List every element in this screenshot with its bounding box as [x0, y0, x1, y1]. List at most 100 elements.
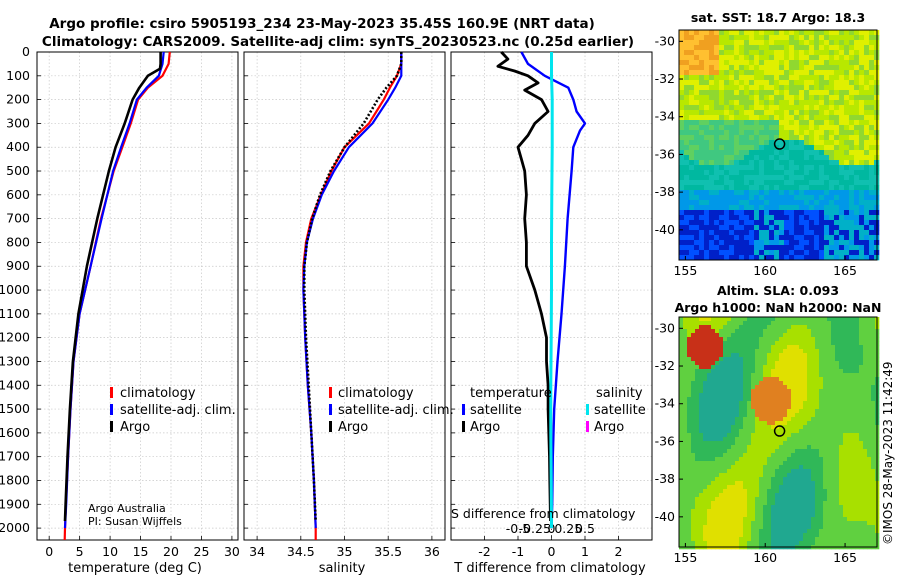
map-cell [727, 417, 732, 422]
map-cell [729, 105, 735, 111]
x-axis-label: salinity [319, 561, 366, 576]
map-cell [784, 100, 790, 106]
map-cell [794, 140, 800, 146]
map-cell [727, 405, 732, 410]
map-cell [827, 445, 832, 450]
map-cell [814, 165, 820, 171]
map-cell [689, 95, 695, 101]
map-cell [823, 521, 828, 526]
map-cell [807, 377, 812, 382]
map-cell [707, 397, 712, 402]
map-cell [747, 525, 752, 530]
map-cell [839, 533, 844, 538]
map-cell [703, 469, 708, 474]
map-cell [831, 453, 836, 458]
map-cell [783, 341, 788, 346]
map-cell [871, 389, 876, 394]
map-cell [794, 190, 800, 196]
map-cell [707, 513, 712, 518]
map-cell [727, 453, 732, 458]
map-cell [799, 349, 804, 354]
map-cell [831, 541, 836, 546]
map-cell [827, 369, 832, 374]
map-cell [815, 461, 820, 466]
map-cell [691, 501, 696, 506]
map-cell [764, 170, 770, 176]
map-cell [814, 160, 820, 166]
map-cell [843, 341, 848, 346]
map-cell [749, 110, 755, 116]
map-cell [871, 433, 876, 438]
map-cell [683, 385, 688, 390]
map-cell [684, 240, 690, 246]
legend-label-argo: Argo [120, 420, 150, 435]
map-cell [763, 333, 768, 338]
map-cell [779, 389, 784, 394]
map-cell [784, 240, 790, 246]
map-cell [823, 325, 828, 330]
map-cell [834, 155, 840, 161]
map-cell [824, 140, 830, 146]
map-cell [779, 200, 785, 206]
map-cell [827, 401, 832, 406]
depth-tick-label: 700 [6, 211, 30, 226]
map-cell [863, 357, 868, 362]
map-cell [847, 321, 852, 326]
map-cell [827, 441, 832, 446]
map-cell [731, 437, 736, 442]
map-cell [834, 170, 840, 176]
map-cell [755, 489, 760, 494]
map-cell [763, 481, 768, 486]
map-cell [751, 357, 756, 362]
map-cell [863, 529, 868, 534]
map-cell [739, 409, 744, 414]
map-cell [867, 453, 872, 458]
map-cell [815, 541, 820, 546]
map-cell [699, 449, 704, 454]
map-cell [859, 513, 864, 518]
map-cell [823, 489, 828, 494]
map-cell [783, 357, 788, 362]
map-cell [727, 441, 732, 446]
map-cell [827, 409, 832, 414]
map-cell [847, 389, 852, 394]
map-cell [847, 361, 852, 366]
map-cell [804, 215, 810, 221]
map-cell [869, 130, 875, 136]
map-cell [844, 200, 850, 206]
map-cell [731, 365, 736, 370]
map-cell [823, 337, 828, 342]
map-cell [751, 529, 756, 534]
map-cell [759, 35, 765, 41]
map-cell [795, 433, 800, 438]
map-cell [855, 541, 860, 546]
map-cell [854, 70, 860, 76]
map-cell [744, 70, 750, 76]
map-cell [735, 413, 740, 418]
map-cell [824, 230, 830, 236]
map-cell [819, 115, 825, 121]
map-cell [734, 180, 740, 186]
map-cell [749, 190, 755, 196]
map-cell [719, 441, 724, 446]
map-cell [704, 180, 710, 186]
map-cell [734, 115, 740, 121]
map-cell [747, 501, 752, 506]
map-cell [711, 417, 716, 422]
map-cell [859, 397, 864, 402]
map-cell [859, 385, 864, 390]
map-cell [815, 509, 820, 514]
map-cell [789, 70, 795, 76]
map-cell [714, 255, 720, 261]
sst-map-title: sat. SST: 18.7 Argo: 18.3 [691, 10, 865, 25]
salinity-difference-tick-label: 0.5 [575, 521, 595, 536]
map-cell [863, 325, 868, 330]
map-cell [807, 353, 812, 358]
map-cell [811, 477, 816, 482]
map-cell [864, 80, 870, 86]
map-cell [787, 321, 792, 326]
map-cell [859, 381, 864, 386]
map-cell [775, 469, 780, 474]
map-cell [679, 100, 685, 106]
map-cell [871, 401, 876, 406]
